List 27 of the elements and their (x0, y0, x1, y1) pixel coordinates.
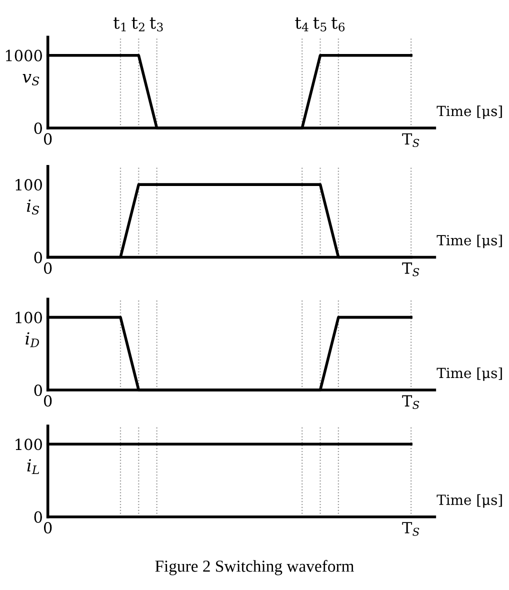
x-axis-title: Time [μs] (436, 367, 502, 381)
x-tick-label: t$_{2}$ (132, 17, 144, 32)
x-tick-label: t$_{4}$ (295, 17, 308, 32)
y-tick-label: 1000 (6, 50, 42, 62)
x-tick-label: t$_{6}$ (331, 17, 345, 32)
y-tick-label: 0 (34, 511, 42, 523)
x-tick-label: T$_{S}$ (402, 262, 420, 276)
x-tick-label: T$_{S}$ (402, 522, 420, 536)
y-tick-label: 100 (16, 179, 42, 191)
x-tick-label: T$_{S}$ (402, 133, 420, 148)
x-axis-title: Time [μs] (436, 106, 502, 119)
y-axis-title: v$_{S}$ (22, 74, 40, 86)
x-tick-label: T$_{S}$ (402, 395, 420, 409)
y-axis-title: i$_{L}$ (27, 459, 39, 474)
y-tick-label: 0 (34, 252, 42, 264)
x-axis-title: Time [μs] (436, 234, 502, 248)
y-tick-label: 100 (16, 312, 42, 324)
y-tick-label: 100 (16, 438, 42, 450)
x-tick-label: t$_{1}$ (114, 17, 126, 32)
x-axis-title: Time [μs] (436, 494, 502, 508)
x-tick-label: t$_{5}$ (313, 17, 326, 32)
caption: Figure 2 Switching waveform (155, 560, 354, 576)
y-tick-label: 0 (34, 384, 42, 396)
x-tick-label: t$_{3}$ (150, 17, 163, 32)
y-axis-title: i$_{D}$ (26, 332, 40, 348)
y-axis-title: i$_{S}$ (26, 200, 40, 215)
y-tick-label: 0 (34, 122, 42, 134)
